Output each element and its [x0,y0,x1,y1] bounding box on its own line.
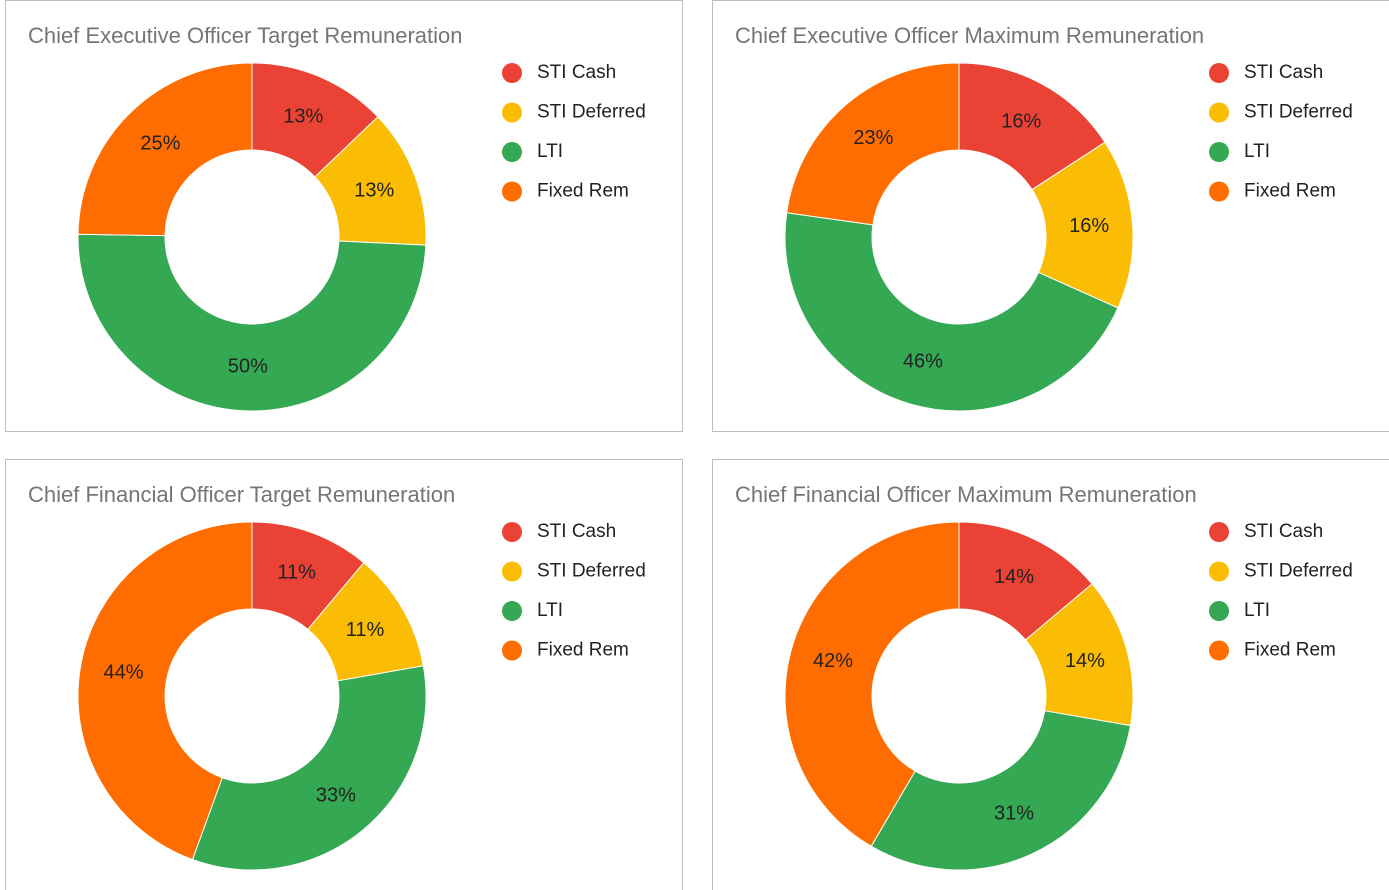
legend-label: STI Deferred [1244,561,1353,582]
legend-label: LTI [1244,141,1270,162]
legend-swatch [1209,63,1229,83]
slice-label: 13% [354,180,394,202]
chart-title: Chief Executive Officer Maximum Remunera… [735,23,1204,48]
chart-title: Chief Executive Officer Target Remunerat… [28,23,463,48]
legend-swatch [502,142,522,162]
donut-slice [870,710,1132,871]
slice-label: 25% [140,132,180,154]
slice-label: 33% [316,784,356,806]
legend-label: Fixed Rem [1244,181,1336,202]
legend-label: LTI [1244,600,1270,621]
slice-label: 13% [283,105,323,127]
legend-swatch [502,561,522,582]
legend-label: STI Deferred [537,102,646,123]
slice-label: 42% [813,650,853,672]
legend-label: STI Deferred [537,561,646,582]
donut-slice [784,212,1119,412]
slice-label: 11% [346,619,385,641]
legend-swatch [1209,522,1229,542]
slice-label: 23% [853,127,893,149]
legend-swatch [502,63,522,83]
legend-swatch [1209,561,1229,582]
legend-swatch [1209,640,1229,661]
legend-label: Fixed Rem [1244,640,1336,661]
legend-swatch [1209,601,1229,621]
slice-label: 16% [1069,215,1109,237]
legend-label: LTI [537,600,563,621]
legend-swatch [1209,181,1229,202]
legend-label: STI Cash [1244,521,1323,542]
legend-label: STI Cash [537,521,616,542]
donut-slice [77,521,253,861]
legend-swatch [502,102,522,123]
legend-label: Fixed Rem [537,181,629,202]
slice-label: 14% [994,566,1034,588]
donut-slice [191,665,427,871]
legend-label: STI Cash [537,62,616,83]
legend-swatch [502,601,522,621]
legend-swatch [502,522,522,542]
chart-title: Chief Financial Officer Maximum Remunera… [735,482,1197,507]
slice-label: 11% [277,562,316,584]
donut-slice [77,62,253,237]
slice-label: 16% [1001,111,1041,133]
legend-label: Fixed Rem [537,640,629,661]
slice-label: 44% [103,662,143,684]
legend-label: LTI [537,141,563,162]
slice-label: 14% [1065,650,1105,672]
legend-label: STI Deferred [1244,102,1353,123]
slice-label: 46% [903,351,943,373]
legend-swatch [1209,102,1229,123]
legend-swatch [502,640,522,661]
donut-slice [77,233,427,412]
donut-slice [786,62,960,226]
slice-label: 31% [994,803,1034,825]
donut-slice [784,521,960,847]
legend-swatch [1209,142,1229,162]
slice-label: 50% [228,356,268,378]
chart-title: Chief Financial Officer Target Remunerat… [28,482,455,507]
legend-swatch [502,181,522,202]
legend-label: STI Cash [1244,62,1323,83]
